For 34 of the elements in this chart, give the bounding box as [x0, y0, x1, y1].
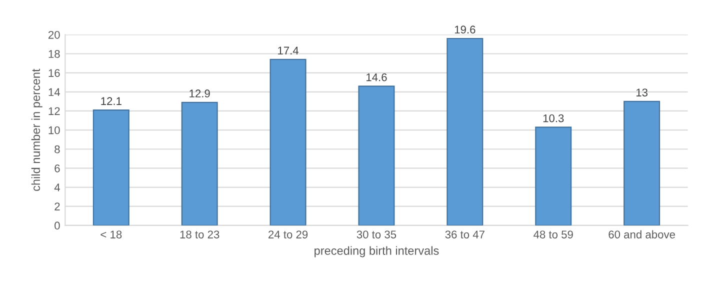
y-tick-label: 0 [54, 222, 60, 230]
bar [181, 102, 218, 226]
x-tick-label: 36 to 47 [445, 230, 484, 238]
bar [270, 58, 306, 226]
data-label: 10.3 [543, 114, 564, 122]
x-tick-label: 24 to 29 [268, 230, 308, 238]
y-tick-label: 10 [48, 126, 60, 134]
y-tick-label: 16 [48, 69, 60, 77]
x-tick-label: 60 and above [608, 230, 675, 238]
y-tick-label: 2 [54, 202, 60, 210]
x-tick-label: < 18 [100, 230, 122, 238]
data-label: 13 [636, 88, 648, 96]
data-label: 17.4 [278, 46, 299, 54]
bar [535, 126, 572, 226]
bar [358, 86, 395, 226]
y-axis-title: child number in percent [31, 68, 42, 191]
y-tick-label: 20 [48, 30, 60, 39]
y-tick-label: 6 [54, 164, 60, 172]
y-tick-label: 12 [48, 107, 60, 115]
data-label: 19.6 [454, 26, 476, 34]
x-tick-label: 18 to 23 [180, 230, 220, 238]
bar [92, 109, 130, 226]
bar [624, 100, 660, 226]
y-tick-label: 4 [54, 184, 60, 192]
x-tick-label: 30 to 35 [356, 230, 396, 238]
bar [446, 38, 484, 226]
y-tick-label: 18 [48, 50, 60, 58]
y-tick-label: 14 [48, 88, 60, 96]
x-axis-title: preceding birth intervals [314, 246, 439, 258]
y-tick-label: 8 [54, 145, 60, 154]
data-label: 12.1 [101, 97, 122, 105]
x-tick-label: 48 to 59 [534, 230, 573, 238]
data-label: 14.6 [366, 73, 387, 82]
data-label: 12.9 [190, 90, 210, 98]
